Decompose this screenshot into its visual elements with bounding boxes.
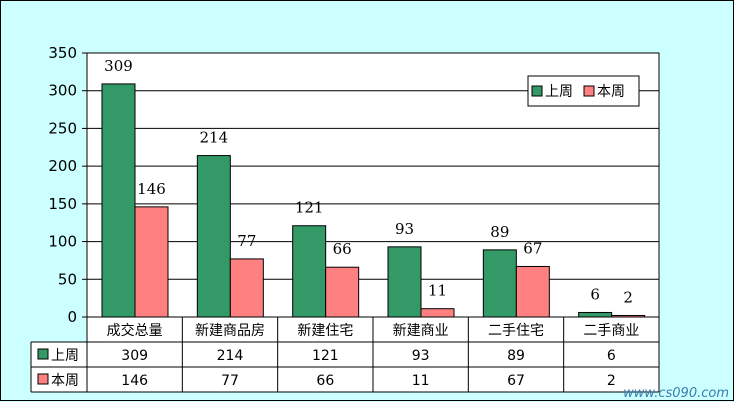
category-label: 成交总量 xyxy=(107,322,163,339)
table-legend-key xyxy=(37,373,49,385)
table-legend-key xyxy=(37,348,49,360)
y-tick-label: 350 xyxy=(48,44,77,62)
table-cell: 89 xyxy=(507,348,525,364)
table-cell: 121 xyxy=(312,348,339,364)
y-tick-label: 50 xyxy=(58,270,77,288)
data-label: 309 xyxy=(104,57,133,75)
legend-key xyxy=(531,85,543,97)
bar xyxy=(387,246,422,318)
table-cell: 67 xyxy=(507,373,525,389)
bar xyxy=(101,83,136,318)
bar xyxy=(420,308,455,318)
data-label: 146 xyxy=(137,180,166,198)
bar xyxy=(196,155,231,318)
y-tick-label: 0 xyxy=(67,308,77,326)
table-cell: 309 xyxy=(121,348,148,364)
category-label: 新建商业 xyxy=(393,323,449,339)
data-label: 89 xyxy=(490,223,509,241)
legend-key xyxy=(583,85,595,97)
y-tick-label: 300 xyxy=(48,82,77,100)
table-cell: 6 xyxy=(607,348,616,364)
bar xyxy=(229,258,264,318)
bar xyxy=(134,206,169,318)
data-label: 11 xyxy=(428,282,447,300)
table-cell: 93 xyxy=(412,348,430,364)
table-cell: 214 xyxy=(217,348,244,364)
legend-label: 上周 xyxy=(545,84,573,100)
data-label: 67 xyxy=(523,239,542,257)
bar xyxy=(482,249,517,318)
y-tick-label: 150 xyxy=(48,195,77,213)
data-label: 93 xyxy=(395,220,414,238)
category-label: 二手住宅 xyxy=(488,323,544,339)
bar xyxy=(292,225,327,318)
watermark: www.cs090.com xyxy=(623,386,729,401)
category-label: 新建住宅 xyxy=(297,323,353,339)
category-label: 二手商业 xyxy=(583,323,639,339)
y-tick-label: 200 xyxy=(48,157,77,175)
data-label: 214 xyxy=(200,129,229,147)
table-cell: 146 xyxy=(121,373,148,389)
bar xyxy=(578,311,613,318)
y-tick-label: 250 xyxy=(48,119,77,137)
table-series-name: 上周 xyxy=(51,348,79,364)
table-cell: 2 xyxy=(607,373,616,389)
category-label: 新建商品房 xyxy=(195,323,265,339)
data-label: 77 xyxy=(237,232,256,250)
data-label: 121 xyxy=(295,199,324,217)
table-cell: 77 xyxy=(221,373,239,389)
bar xyxy=(325,266,360,318)
table-series-name: 本周 xyxy=(51,373,79,389)
data-label: 6 xyxy=(590,285,600,303)
table-cell: 66 xyxy=(316,373,334,389)
data-label: 66 xyxy=(333,240,352,258)
bar xyxy=(515,265,550,318)
data-label: 2 xyxy=(623,288,633,306)
table-cell: 11 xyxy=(412,373,430,389)
y-tick-label: 100 xyxy=(48,233,77,251)
legend-label: 本周 xyxy=(597,84,625,100)
